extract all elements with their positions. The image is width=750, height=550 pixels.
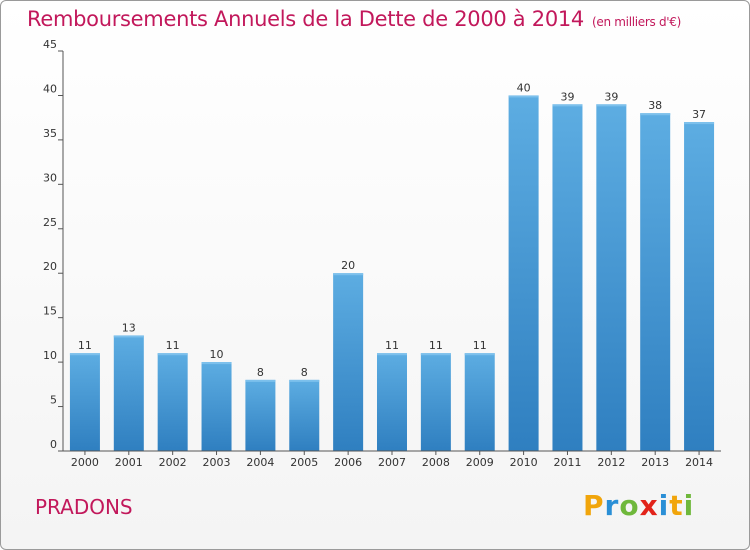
chart-title-text: Remboursements Annuels de la Dette de 20… xyxy=(27,7,584,31)
bar-value-label: 37 xyxy=(692,108,706,121)
bar-value-label: 11 xyxy=(166,339,180,352)
bar-2004 xyxy=(245,379,276,451)
bar-value-label: 40 xyxy=(517,81,531,94)
axes-group: 0 5 10 15 20 25 30 35 40 45 2000 2001 2002 2003 2004 20… xyxy=(43,38,721,469)
x-tick-label: 2013 xyxy=(641,456,669,469)
x-tick-label: 2014 xyxy=(685,456,713,469)
bar-top-highlight xyxy=(464,353,495,356)
chart-title: Remboursements Annuels de la Dette de 20… xyxy=(27,7,681,31)
bar-top-highlight xyxy=(377,353,407,356)
bar-top-highlight xyxy=(69,353,100,356)
bar-value-label: 39 xyxy=(604,90,618,103)
bar-value-label: 39 xyxy=(560,90,574,103)
bar-top-highlight xyxy=(508,95,539,98)
bar-top-highlight xyxy=(552,104,583,107)
y-tick-label: 30 xyxy=(43,171,57,184)
bar-2009 xyxy=(464,353,495,451)
bar-value-label: 10 xyxy=(210,348,224,361)
y-tick-label: 35 xyxy=(43,127,57,140)
bar-value-label: 38 xyxy=(648,99,662,112)
bar-top-highlight xyxy=(245,379,276,382)
chart-unit: (en milliers d'€) xyxy=(592,15,682,29)
x-tick-label: 2010 xyxy=(510,456,538,469)
x-tick-label: 2003 xyxy=(203,456,231,469)
bar-2005 xyxy=(289,379,320,451)
bars-group: 11 13 11 10 8 8 20 11 11 11 40 39 39 38 37 xyxy=(69,81,715,451)
bar-2008 xyxy=(420,353,451,451)
bar-top-highlight xyxy=(333,273,364,276)
bar-top-highlight xyxy=(157,353,188,356)
bar-2006 xyxy=(333,273,364,451)
y-tick-label: 0 xyxy=(50,438,57,451)
y-tick-label: 15 xyxy=(43,305,57,318)
bar-2013 xyxy=(640,113,671,451)
proxiti-logo: Proxiti xyxy=(583,489,695,522)
bar-2012 xyxy=(596,104,627,451)
x-tick-label: 2008 xyxy=(422,456,450,469)
bar-2010 xyxy=(508,95,539,451)
x-tick-label: 2005 xyxy=(290,456,318,469)
x-tick-label: 2011 xyxy=(553,456,581,469)
y-tick-label: 40 xyxy=(43,82,57,95)
bar-top-highlight xyxy=(420,353,451,356)
bar-value-label: 20 xyxy=(341,259,355,272)
bar-value-label: 8 xyxy=(301,366,308,379)
bar-2000 xyxy=(69,353,100,451)
bar-top-highlight xyxy=(596,104,627,107)
x-tick-label: 2007 xyxy=(378,456,406,469)
bar-2007 xyxy=(377,353,407,451)
bar-2014 xyxy=(684,122,715,451)
bar-2002 xyxy=(157,353,188,451)
x-tick-label: 2006 xyxy=(334,456,362,469)
x-tick-label: 2012 xyxy=(597,456,625,469)
y-tick-label: 20 xyxy=(43,260,57,273)
commune-name: PRADONS xyxy=(35,495,133,519)
bar-value-label: 11 xyxy=(429,339,443,352)
bar-value-label: 11 xyxy=(78,339,92,352)
bar-2003 xyxy=(201,362,232,451)
x-tick-label: 2002 xyxy=(159,456,187,469)
bar-top-highlight xyxy=(113,335,144,338)
bar-2011 xyxy=(552,104,583,451)
bar-value-label: 8 xyxy=(257,366,264,379)
bar-value-label: 13 xyxy=(122,321,136,334)
x-tick-label: 2004 xyxy=(246,456,274,469)
bar-value-label: 11 xyxy=(385,339,399,352)
bar-value-label: 11 xyxy=(473,339,487,352)
x-tick-label: 2009 xyxy=(466,456,494,469)
x-tick-label: 2001 xyxy=(115,456,143,469)
y-tick-label: 25 xyxy=(43,216,57,229)
bar-top-highlight xyxy=(684,122,715,125)
bar-top-highlight xyxy=(289,379,320,382)
y-tick-label: 5 xyxy=(50,394,57,407)
x-tick-label: 2000 xyxy=(71,456,99,469)
y-tick-label: 10 xyxy=(43,349,57,362)
bar-2001 xyxy=(113,335,144,451)
bar-top-highlight xyxy=(640,113,671,116)
bar-top-highlight xyxy=(201,362,232,365)
y-tick-label: 45 xyxy=(43,38,57,51)
